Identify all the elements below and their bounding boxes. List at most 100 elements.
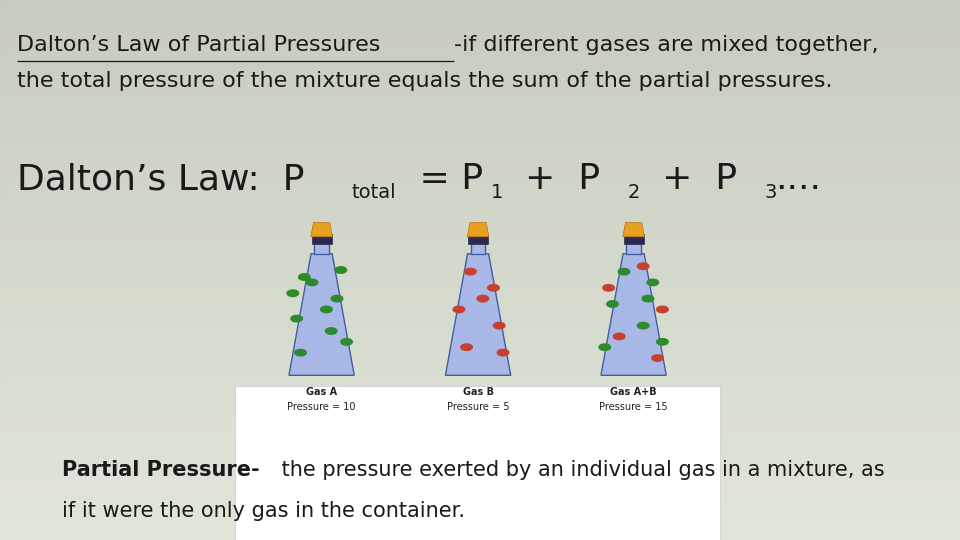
Polygon shape xyxy=(445,254,511,375)
Bar xyxy=(0,81,960,83)
Bar xyxy=(0,490,960,491)
Circle shape xyxy=(493,322,505,329)
Bar xyxy=(0,241,960,243)
Bar xyxy=(0,178,960,180)
Bar xyxy=(0,193,960,194)
Bar xyxy=(0,425,960,427)
Bar xyxy=(0,502,960,504)
Bar xyxy=(0,464,960,466)
Bar xyxy=(0,34,960,36)
Bar xyxy=(0,225,960,227)
Circle shape xyxy=(613,333,625,340)
Bar xyxy=(0,157,960,158)
Bar xyxy=(0,470,960,471)
Bar xyxy=(0,515,960,517)
Bar xyxy=(0,32,960,34)
Bar xyxy=(0,282,960,285)
Bar xyxy=(0,535,960,536)
Bar xyxy=(0,9,960,11)
Bar xyxy=(0,110,960,112)
Bar xyxy=(0,374,960,376)
Bar xyxy=(0,268,960,270)
Bar xyxy=(0,5,960,7)
Bar xyxy=(0,204,960,205)
Bar xyxy=(0,339,960,340)
Bar xyxy=(0,344,960,346)
Bar xyxy=(0,245,960,247)
Bar xyxy=(0,393,960,394)
Bar xyxy=(0,412,960,414)
Bar xyxy=(0,200,960,201)
Bar xyxy=(0,466,960,468)
Circle shape xyxy=(657,306,668,313)
Bar xyxy=(0,265,960,266)
Bar xyxy=(0,441,960,443)
Bar xyxy=(0,437,960,439)
Bar xyxy=(0,126,960,128)
Circle shape xyxy=(657,339,668,345)
Bar xyxy=(0,486,960,488)
Bar xyxy=(0,93,960,96)
Bar xyxy=(0,400,960,401)
Bar xyxy=(0,177,960,178)
Bar xyxy=(0,164,960,166)
Bar xyxy=(0,25,960,27)
Bar xyxy=(0,182,960,184)
Bar xyxy=(0,7,960,9)
Bar xyxy=(0,96,960,97)
Bar xyxy=(0,196,960,198)
Bar xyxy=(0,254,960,255)
Bar xyxy=(0,23,960,25)
Bar xyxy=(0,322,960,324)
Text: ....: .... xyxy=(776,162,822,196)
Bar xyxy=(0,482,960,484)
Bar xyxy=(0,16,960,18)
Bar xyxy=(0,520,960,522)
Circle shape xyxy=(341,339,352,345)
Bar xyxy=(0,90,960,92)
Bar xyxy=(0,299,960,301)
Bar xyxy=(0,39,960,42)
Bar xyxy=(0,313,960,315)
Bar xyxy=(0,65,960,66)
Bar xyxy=(0,293,960,295)
Bar xyxy=(0,367,960,369)
Bar xyxy=(0,369,960,371)
Bar xyxy=(0,342,960,344)
Bar xyxy=(0,272,960,274)
Bar xyxy=(0,0,960,2)
Bar xyxy=(0,376,960,378)
Bar xyxy=(0,432,960,434)
Bar xyxy=(0,382,960,383)
Bar xyxy=(0,266,960,268)
Bar xyxy=(0,461,960,463)
Bar xyxy=(0,85,960,86)
Bar xyxy=(0,112,960,113)
Polygon shape xyxy=(623,222,644,237)
Bar xyxy=(0,475,960,477)
Bar xyxy=(0,401,960,403)
Bar xyxy=(0,529,960,531)
Bar xyxy=(0,209,960,211)
Bar xyxy=(0,146,960,147)
Bar xyxy=(0,22,960,23)
Bar xyxy=(0,101,960,103)
Bar xyxy=(0,66,960,69)
Bar xyxy=(0,218,960,220)
Circle shape xyxy=(618,268,630,275)
Bar xyxy=(0,304,960,306)
Circle shape xyxy=(497,349,509,356)
Bar xyxy=(0,139,960,140)
Bar xyxy=(0,50,960,52)
Bar xyxy=(0,250,960,252)
Bar xyxy=(0,427,960,428)
Text: the total pressure of the mixture equals the sum of the partial pressures.: the total pressure of the mixture equals… xyxy=(17,71,832,91)
Bar xyxy=(0,133,960,135)
Bar xyxy=(0,11,960,12)
Bar xyxy=(0,255,960,258)
Bar xyxy=(0,407,960,409)
Bar xyxy=(0,509,960,511)
Bar xyxy=(0,173,960,174)
Bar xyxy=(0,2,960,4)
Bar xyxy=(0,511,960,513)
